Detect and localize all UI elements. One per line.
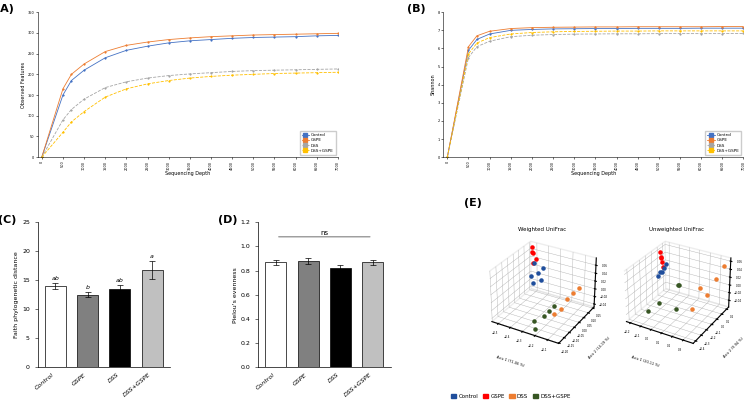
- Text: (C): (C): [0, 215, 17, 225]
- Bar: [265, 262, 286, 367]
- Y-axis label: Shannon: Shannon: [431, 74, 436, 95]
- Bar: [330, 268, 351, 367]
- Text: (D): (D): [219, 215, 238, 225]
- X-axis label: Axis 1 (71.06 %): Axis 1 (71.06 %): [496, 355, 525, 368]
- Legend: Control, GSPE, DSS, DSS+GSPE: Control, GSPE, DSS, DSS+GSPE: [448, 392, 573, 401]
- Y-axis label: Axis 2 (14.19 %): Axis 2 (14.19 %): [588, 336, 611, 359]
- Y-axis label: Axis 2 (9.94 %): Axis 2 (9.94 %): [723, 337, 745, 359]
- Bar: [142, 270, 163, 367]
- Title: Unweighted UniFrac: Unweighted UniFrac: [650, 227, 704, 232]
- Text: (E): (E): [463, 198, 481, 208]
- Y-axis label: Faith phylogenetic distance: Faith phylogenetic distance: [14, 251, 20, 338]
- X-axis label: Sequencing Depth: Sequencing Depth: [165, 171, 210, 176]
- Bar: [45, 286, 66, 367]
- Text: a: a: [150, 254, 154, 259]
- Legend: Control, GSPE, DSS, DSS+GSPE: Control, GSPE, DSS, DSS+GSPE: [300, 131, 336, 155]
- Bar: [362, 262, 383, 367]
- Text: b: b: [86, 285, 89, 290]
- X-axis label: Axis 1 (20.11 %): Axis 1 (20.11 %): [631, 355, 660, 368]
- Text: ab: ab: [116, 278, 124, 283]
- Title: Weighted UniFrac: Weighted UniFrac: [518, 227, 566, 232]
- X-axis label: Sequencing Depth: Sequencing Depth: [571, 171, 616, 176]
- Bar: [110, 289, 131, 367]
- Bar: [77, 295, 98, 367]
- Text: (B): (B): [407, 4, 426, 13]
- Y-axis label: Pielou's evenness: Pielou's evenness: [233, 267, 238, 323]
- Bar: [297, 261, 318, 367]
- Text: (A): (A): [0, 4, 14, 13]
- Legend: Control, GSPE, DSS, DSS+GSPE: Control, GSPE, DSS, DSS+GSPE: [705, 131, 741, 155]
- Y-axis label: Observed Features: Observed Features: [21, 62, 26, 108]
- Text: ns: ns: [320, 230, 328, 235]
- Text: ab: ab: [51, 276, 59, 281]
